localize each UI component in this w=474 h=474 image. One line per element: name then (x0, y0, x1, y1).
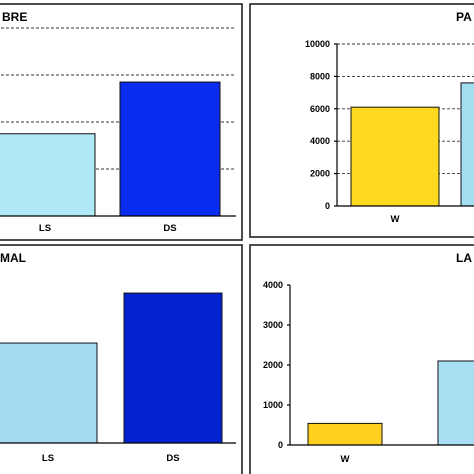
y-tick-label: 1000 (263, 400, 283, 410)
bar-series-2 (437, 360, 474, 446)
x-tick-label: W (341, 454, 350, 465)
panel-title-mal: MAL (0, 251, 26, 265)
y-tick-label: 8000 (310, 71, 330, 81)
bar-ls (0, 342, 98, 444)
x-tick-label: DS (163, 223, 176, 234)
panel-title-la: LA (456, 251, 472, 265)
y-tick-label: 0 (278, 440, 283, 450)
y-tick-label: 3000 (263, 320, 283, 330)
y-tick-label: 2000 (263, 360, 283, 370)
y-tick-label: 0 (325, 201, 330, 211)
x-tick-label: LS (39, 223, 51, 234)
x-tick-label: LS (42, 453, 54, 464)
plot-mal: LS DS (0, 292, 236, 464)
panel-title-pa: PA (456, 10, 472, 24)
bar-ls (0, 133, 96, 217)
y-tick-label: 4000 (310, 136, 330, 146)
x-tick-label: DS (166, 453, 179, 464)
panel-title-bre: BRE (2, 10, 27, 24)
plot-pa: 0 2000 4000 6000 8000 10000 W (305, 39, 474, 225)
bar-ds (119, 81, 221, 217)
plot-bre: LS DS (0, 27, 236, 234)
y-tick-label: 6000 (310, 104, 330, 114)
bar-series-2 (460, 82, 474, 207)
y-tick-label: 4000 (263, 280, 283, 290)
bar-w (307, 422, 383, 446)
x-tick-label: W (391, 214, 400, 225)
bar-ds (123, 292, 223, 444)
y-tick-label: 10000 (305, 39, 330, 49)
bar-w (350, 106, 440, 207)
y-tick-label: 2000 (310, 169, 330, 179)
plot-la: 0 1000 2000 3000 4000 W (263, 280, 474, 465)
